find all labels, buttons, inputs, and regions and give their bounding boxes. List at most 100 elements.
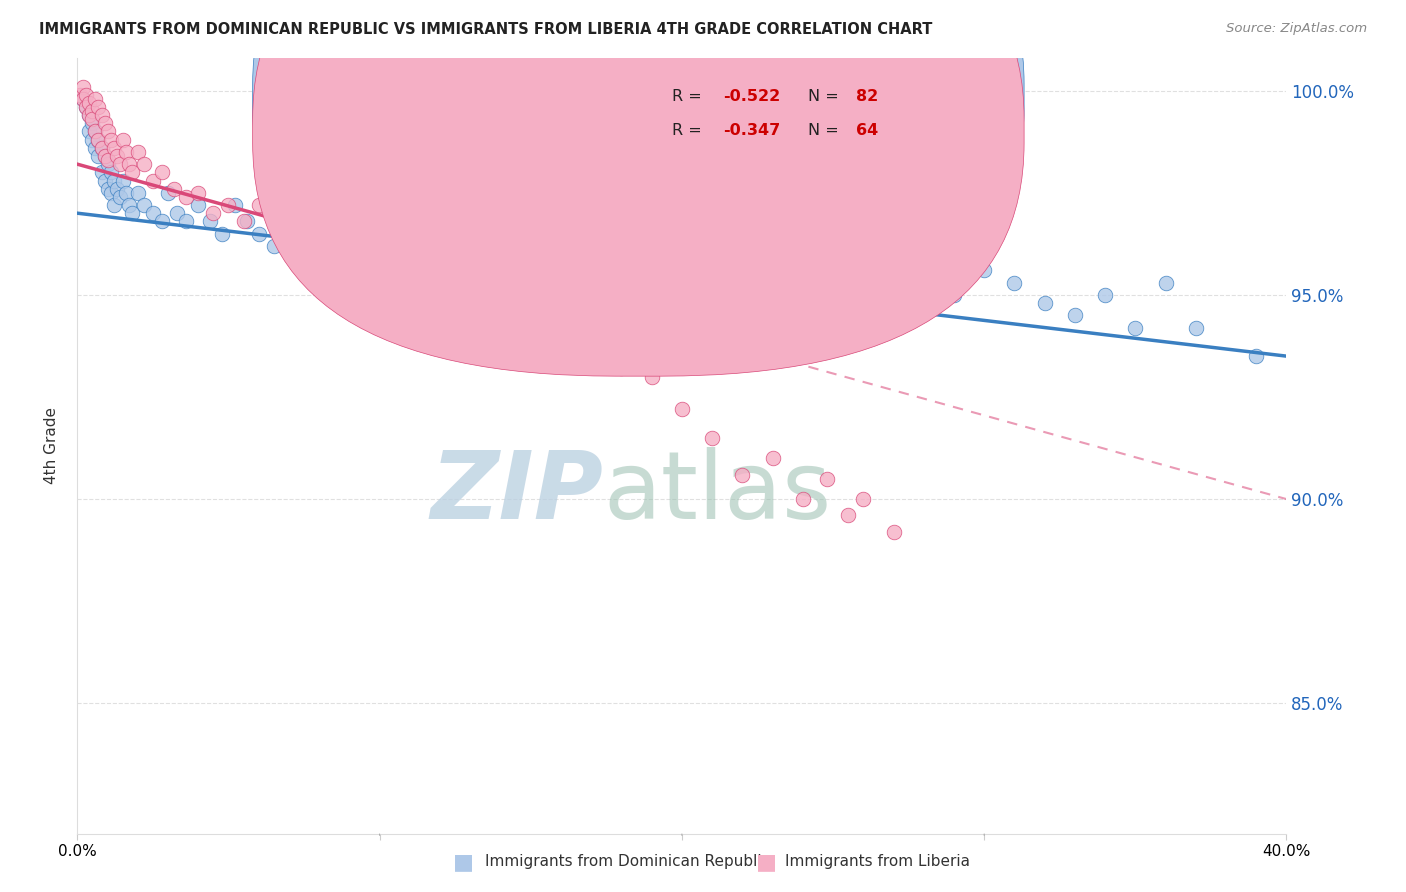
Point	[100, 165, 122, 179]
Point	[702, 431, 724, 445]
Point	[90, 141, 112, 155]
Point	[792, 235, 814, 249]
Point	[87, 133, 110, 147]
Point	[1064, 308, 1087, 322]
Point	[93, 173, 115, 187]
Point	[96, 157, 118, 171]
Point	[142, 206, 165, 220]
Point	[150, 165, 173, 179]
Point	[84, 141, 107, 155]
Point	[852, 247, 875, 261]
Point	[489, 279, 512, 293]
Point	[79, 124, 101, 138]
Point	[127, 145, 149, 159]
Y-axis label: 4th Grade: 4th Grade	[44, 408, 59, 484]
Point	[520, 320, 543, 334]
Point	[1004, 276, 1026, 290]
Point	[202, 206, 225, 220]
Point	[762, 451, 785, 466]
Text: Immigrants from Dominican Republic: Immigrants from Dominican Republic	[485, 855, 770, 869]
Point	[96, 182, 118, 196]
Point	[702, 133, 724, 147]
Point	[323, 222, 346, 236]
Point	[114, 145, 136, 159]
Point	[232, 214, 254, 228]
Point	[75, 87, 97, 102]
Text: -0.522: -0.522	[723, 88, 780, 103]
Point	[278, 206, 301, 220]
Point	[429, 268, 451, 282]
Text: 82: 82	[856, 88, 879, 103]
Text: N =: N =	[807, 88, 844, 103]
Point	[1123, 320, 1146, 334]
Point	[1094, 288, 1116, 302]
Point	[534, 247, 557, 261]
Point	[127, 186, 149, 200]
Point	[84, 124, 107, 138]
Point	[82, 112, 104, 127]
Point	[671, 206, 693, 220]
FancyBboxPatch shape	[253, 0, 1024, 376]
Point	[353, 227, 375, 241]
Point	[75, 100, 97, 114]
Point	[278, 227, 301, 241]
Point	[121, 206, 143, 220]
Text: ■: ■	[454, 852, 474, 871]
Point	[103, 141, 125, 155]
Point	[108, 157, 131, 171]
Point	[72, 92, 94, 106]
Point	[150, 214, 173, 228]
Point	[883, 214, 905, 228]
Point	[211, 227, 233, 241]
Point	[187, 186, 209, 200]
Point	[942, 288, 965, 302]
Point	[103, 173, 125, 187]
Point	[96, 124, 118, 138]
Point	[132, 157, 155, 171]
Point	[118, 198, 141, 212]
Point	[815, 472, 838, 486]
Point	[353, 255, 375, 269]
Point	[100, 186, 122, 200]
Point	[912, 268, 935, 282]
Point	[79, 108, 101, 122]
Text: R =: R =	[672, 123, 707, 138]
Point	[368, 214, 391, 228]
Text: 64: 64	[856, 123, 879, 138]
Point	[87, 149, 110, 163]
Point	[671, 402, 693, 417]
Point	[263, 214, 285, 228]
Point	[458, 214, 481, 228]
Point	[105, 149, 128, 163]
Point	[792, 492, 814, 507]
Point	[187, 198, 209, 212]
Point	[550, 337, 572, 351]
Text: Immigrants from Liberia: Immigrants from Liberia	[785, 855, 970, 869]
Point	[474, 239, 496, 253]
Point	[105, 182, 128, 196]
Point	[821, 247, 844, 261]
Point	[114, 186, 136, 200]
Point	[79, 95, 101, 110]
Point	[973, 263, 995, 277]
Point	[581, 214, 603, 228]
Point	[762, 235, 785, 249]
Point	[399, 247, 422, 261]
Point	[132, 198, 155, 212]
Point	[308, 235, 330, 249]
Point	[87, 133, 110, 147]
Point	[458, 255, 481, 269]
Point	[1154, 276, 1177, 290]
Text: ZIP: ZIP	[430, 447, 603, 539]
Point	[82, 116, 104, 130]
Point	[75, 100, 97, 114]
Point	[610, 361, 633, 376]
Text: IMMIGRANTS FROM DOMINICAN REPUBLIC VS IMMIGRANTS FROM LIBERIA 4TH GRADE CORRELAT: IMMIGRANTS FROM DOMINICAN REPUBLIC VS IM…	[39, 22, 932, 37]
Point	[166, 206, 188, 220]
Point	[72, 79, 94, 94]
Point	[337, 214, 360, 228]
Point	[308, 222, 330, 236]
Point	[200, 214, 222, 228]
Point	[489, 255, 512, 269]
Point	[641, 239, 664, 253]
